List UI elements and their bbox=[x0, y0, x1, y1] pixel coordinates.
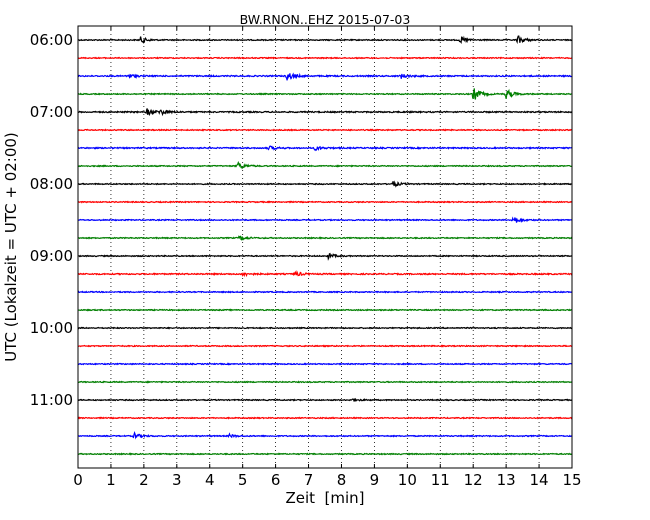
seismic-trace-0845 bbox=[77, 235, 573, 241]
seismic-trace-0830 bbox=[77, 216, 573, 223]
y-tick-label: 08:00 bbox=[30, 175, 73, 193]
seismic-trace-0645 bbox=[77, 88, 573, 100]
x-tick-label: 12 bbox=[464, 471, 483, 489]
seismic-trace-1045 bbox=[77, 380, 573, 384]
seismic-trace-1115 bbox=[77, 416, 573, 420]
seismic-trace-1145 bbox=[77, 452, 573, 456]
trace-group bbox=[77, 35, 573, 456]
y-tick-label: 06:00 bbox=[30, 31, 73, 49]
seismic-trace-0600 bbox=[77, 35, 573, 45]
y-tick-label: 07:00 bbox=[30, 103, 73, 121]
seismic-trace-0745 bbox=[77, 160, 573, 170]
seismic-trace-0630 bbox=[77, 72, 573, 81]
x-tick-label: 11 bbox=[431, 471, 450, 489]
seismic-trace-0800 bbox=[77, 180, 573, 188]
seismic-trace-0700 bbox=[77, 108, 573, 117]
x-tick-label: 1 bbox=[106, 471, 116, 489]
x-tick-label: 9 bbox=[370, 471, 380, 489]
x-tick-label: 3 bbox=[172, 471, 182, 489]
plot-frame bbox=[77, 25, 573, 469]
y-tick-label: 11:00 bbox=[30, 391, 73, 409]
y-tick-label: 09:00 bbox=[30, 247, 73, 265]
seismic-trace-0715 bbox=[77, 128, 573, 132]
x-tick-label: 0 bbox=[73, 471, 83, 489]
chart-title: BW.RNON..EHZ 2015-07-03 bbox=[240, 12, 411, 27]
seismic-trace-0930 bbox=[77, 290, 573, 294]
seismic-trace-1100 bbox=[77, 397, 573, 402]
x-tick-label: 13 bbox=[497, 471, 516, 489]
x-tick-label: 7 bbox=[304, 471, 314, 489]
seismic-trace-0615 bbox=[77, 56, 573, 60]
seismic-trace-0915 bbox=[77, 269, 573, 278]
y-axis-ticks: 06:00 07:00 08:00 09:00 10:00 11:00 bbox=[30, 31, 572, 409]
seismic-trace-1030 bbox=[77, 362, 573, 366]
x-tick-label: 4 bbox=[205, 471, 215, 489]
x-axis-ticks: 0 1 2 3 4 5 6 7 8 9 10 11 12 13 14 15 bbox=[73, 26, 582, 489]
x-tick-label: 15 bbox=[562, 471, 581, 489]
x-tick-label: 8 bbox=[337, 471, 347, 489]
seismic-trace-1015 bbox=[77, 344, 573, 348]
x-tick-label: 14 bbox=[530, 471, 549, 489]
seismic-trace-0730 bbox=[77, 145, 573, 152]
y-axis-label: UTC (Lokalzeit = UTC + 02:00) bbox=[2, 132, 20, 362]
seismic-trace-1000 bbox=[77, 326, 573, 330]
y-tick-label: 10:00 bbox=[30, 319, 73, 337]
seismic-trace-1130 bbox=[77, 431, 573, 440]
grid-lines bbox=[110, 26, 540, 468]
x-tick-label: 10 bbox=[398, 471, 417, 489]
seismic-trace-0900 bbox=[77, 252, 573, 261]
x-tick-label: 5 bbox=[238, 471, 248, 489]
x-tick-label: 2 bbox=[139, 471, 149, 489]
x-tick-label: 6 bbox=[271, 471, 281, 489]
seismic-trace-0815 bbox=[77, 200, 573, 204]
x-axis-label: Zeit [min] bbox=[285, 489, 364, 507]
seismic-trace-0945 bbox=[77, 308, 573, 312]
